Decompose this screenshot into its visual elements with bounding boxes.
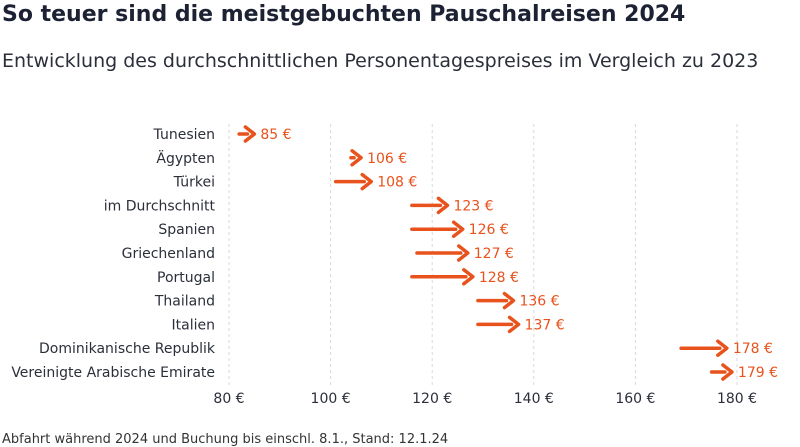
value-label: 106 €: [367, 151, 407, 167]
arrow-head: [462, 268, 475, 286]
chart-subtitle: Entwicklung des durchschnittlichen Perso…: [2, 50, 759, 72]
chart-title: So teuer sind die meistgebuchten Pauscha…: [2, 2, 686, 27]
arrow-head: [360, 172, 373, 191]
x-tick-label: 180 €: [717, 391, 757, 407]
arrow-head: [507, 315, 521, 334]
value-label: 85 €: [260, 127, 291, 143]
category-label: Thailand: [154, 294, 215, 310]
arrow-head: [502, 291, 516, 310]
value-label: 136 €: [519, 294, 559, 310]
arrow-head: [457, 244, 470, 262]
source-note: Abfahrt während 2024 und Buchung bis ein…: [2, 432, 449, 447]
arrow-head: [243, 125, 257, 143]
category-label: Tunesien: [153, 127, 215, 143]
category-label: Vereinigte Arabische Emirate: [11, 365, 215, 381]
arrow-head: [716, 339, 729, 357]
arrow-head: [721, 363, 734, 381]
arrow-head: [436, 196, 450, 215]
x-tick-label: 120 €: [412, 391, 452, 407]
category-label: Spanien: [158, 222, 215, 238]
value-label: 126 €: [469, 222, 509, 238]
category-label: Portugal: [157, 270, 215, 286]
category-label: Griechenland: [122, 246, 215, 262]
category-label: im Durchschnitt: [104, 198, 216, 214]
category-label: Italien: [172, 317, 215, 333]
arrow-head: [350, 149, 363, 167]
x-tick-label: 160 €: [615, 391, 655, 407]
x-tick-label: 140 €: [514, 391, 554, 407]
x-tick-label: 80 €: [213, 391, 244, 407]
category-label: Ägypten: [156, 149, 215, 167]
value-label: 123 €: [453, 198, 493, 214]
value-label: 108 €: [377, 175, 417, 191]
x-tick-label: 100 €: [311, 391, 351, 407]
value-label: 137 €: [525, 317, 565, 333]
value-label: 128 €: [479, 270, 519, 286]
value-label: 127 €: [474, 246, 514, 262]
arrow-head: [451, 220, 465, 238]
category-label: Dominikanische Republik: [39, 341, 216, 357]
value-label: 179 €: [738, 365, 778, 381]
category-label: Türkei: [173, 175, 215, 191]
value-label: 178 €: [733, 341, 773, 357]
